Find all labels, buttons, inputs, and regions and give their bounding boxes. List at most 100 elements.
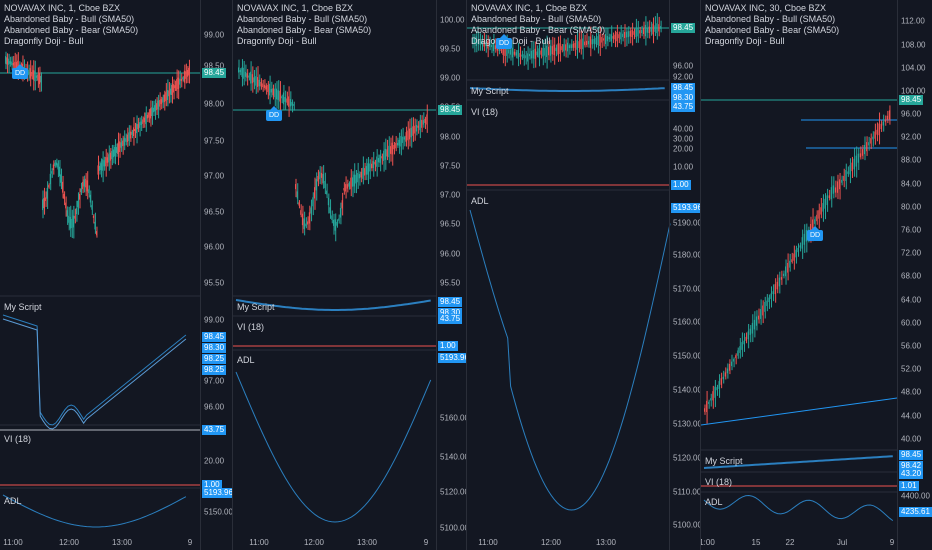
dragonfly-doji-marker[interactable]: DD xyxy=(266,106,283,121)
pane-divider[interactable] xyxy=(232,0,233,550)
pane-3-plot[interactable] xyxy=(467,0,700,550)
candle xyxy=(364,168,366,176)
price-tick: 68.00 xyxy=(901,271,922,281)
my-script-label[interactable]: My Script xyxy=(471,86,509,96)
pane-divider[interactable] xyxy=(466,0,467,550)
candle xyxy=(334,219,336,231)
my-script-label[interactable]: My Script xyxy=(4,302,42,312)
adl-label[interactable]: ADL xyxy=(705,497,723,507)
my-script-tag: 98.30 xyxy=(202,343,227,353)
dragonfly-doji-marker[interactable]: DD xyxy=(496,34,513,49)
candle xyxy=(108,154,110,163)
study-dragonfly-doji-bull[interactable]: Dragonfly Doji - Bull xyxy=(471,36,551,46)
candle xyxy=(574,43,576,48)
candle xyxy=(177,77,179,90)
candle xyxy=(818,210,820,219)
price-tick: 40.00 xyxy=(901,434,922,444)
candle xyxy=(276,88,278,100)
dragonfly-doji-marker[interactable]: DD xyxy=(807,226,824,241)
chart-pane-1[interactable]: NOVAVAX INC, 1, Cboe BZX Abandoned Baby … xyxy=(0,0,232,550)
pane-3-price-axis[interactable]: 98.45 96.00 92.00 98.45 98.30 43.75 40.0… xyxy=(669,0,700,550)
study-abandoned-baby-bear[interactable]: Abandoned Baby - Bear (SMA50) xyxy=(237,25,372,35)
vi-label[interactable]: VI (18) xyxy=(4,434,32,444)
candle xyxy=(123,137,125,146)
candle xyxy=(620,32,622,40)
candle xyxy=(91,205,93,210)
symbol-title[interactable]: NOVAVAX INC, 30, Cboe BZX xyxy=(705,3,827,13)
chart-pane-2[interactable]: NOVAVAX INC, 1, Cboe BZX Abandoned Baby … xyxy=(233,0,466,550)
pane-2-plot[interactable] xyxy=(233,0,466,550)
my-script-tag: 98.45 xyxy=(202,332,227,342)
candle xyxy=(12,62,14,66)
candle xyxy=(307,221,309,225)
my-script-tag: 98.42 xyxy=(899,461,924,471)
candle xyxy=(403,137,406,140)
chart-pane-3[interactable]: NOVAVAX INC, 1, Cboe BZX Abandoned Baby … xyxy=(467,0,700,550)
pane-4-plot[interactable] xyxy=(701,0,932,550)
candle xyxy=(650,27,652,32)
vi-label[interactable]: VI (18) xyxy=(705,477,733,487)
vi-label[interactable]: VI (18) xyxy=(237,322,265,332)
symbol-title[interactable]: NOVAVAX INC, 1, Cboe BZX xyxy=(4,3,121,13)
candle xyxy=(103,160,105,167)
candle xyxy=(591,39,593,45)
candle xyxy=(568,45,571,49)
symbol-title[interactable]: NOVAVAX INC, 1, Cboe BZX xyxy=(237,3,354,13)
price-tick: 96.00 xyxy=(673,61,694,71)
pane-2-price-axis[interactable]: 100.00 99.50 99.00 98.50 98.00 97.50 97.… xyxy=(436,0,466,550)
pane-1-plot[interactable] xyxy=(0,0,232,550)
last-price-tag: 98.45 xyxy=(202,68,227,78)
study-abandoned-baby-bear[interactable]: Abandoned Baby - Bear (SMA50) xyxy=(4,25,139,35)
price-tick: 97.50 xyxy=(204,136,225,146)
time-label: 13:00 xyxy=(595,538,617,547)
study-abandoned-baby-bear[interactable]: Abandoned Baby - Bear (SMA50) xyxy=(471,25,606,35)
candle xyxy=(92,215,95,218)
study-dragonfly-doji-bull[interactable]: Dragonfly Doji - Bull xyxy=(4,36,84,46)
candle xyxy=(369,163,371,172)
study-dragonfly-doji-bull[interactable]: Dragonfly Doji - Bull xyxy=(237,36,317,46)
candle xyxy=(726,368,729,374)
symbol-title[interactable]: NOVAVAX INC, 1, Cboe BZX xyxy=(471,3,588,13)
candle xyxy=(37,74,39,81)
candle xyxy=(530,50,533,59)
candle xyxy=(109,152,112,161)
candle xyxy=(876,129,878,135)
adl-label[interactable]: ADL xyxy=(471,196,489,206)
candle xyxy=(171,85,173,95)
adl-label[interactable]: ADL xyxy=(237,355,255,365)
pane-1-price-axis[interactable]: 99.00 98.50 98.00 97.50 97.00 96.50 96.0… xyxy=(200,0,232,550)
study-abandoned-baby-bear[interactable]: Abandoned Baby - Bear (SMA50) xyxy=(705,25,840,35)
candle xyxy=(578,41,580,49)
candle xyxy=(483,40,485,47)
study-abandoned-baby-bull[interactable]: Abandoned Baby - Bull (SMA50) xyxy=(4,14,135,24)
candle xyxy=(824,198,826,209)
chart-pane-4[interactable]: NOVAVAX INC, 30, Cboe BZX Abandoned Baby… xyxy=(701,0,932,550)
adl-tick: 5100.00 xyxy=(440,523,466,533)
adl-tag: 5193.96 xyxy=(438,353,466,363)
candle xyxy=(398,139,400,146)
candle xyxy=(751,322,754,334)
pane-divider[interactable] xyxy=(700,0,701,550)
candle xyxy=(882,121,884,126)
adl-tick: 5140.00 xyxy=(440,452,466,462)
candle xyxy=(180,78,182,82)
study-dragonfly-doji-bull[interactable]: Dragonfly Doji - Bull xyxy=(705,36,785,46)
candle xyxy=(49,173,51,185)
study-abandoned-baby-bull[interactable]: Abandoned Baby - Bull (SMA50) xyxy=(471,14,602,24)
candle xyxy=(377,158,380,163)
candle xyxy=(52,164,54,171)
my-script-label[interactable]: My Script xyxy=(237,302,275,312)
study-abandoned-baby-bull[interactable]: Abandoned Baby - Bull (SMA50) xyxy=(237,14,368,24)
pane-4-price-axis[interactable]: 112.00 108.00 104.00 100.00 96.00 92.00 … xyxy=(897,0,932,550)
dragonfly-doji-marker[interactable]: DD xyxy=(12,64,29,79)
candle xyxy=(778,277,781,287)
candle xyxy=(863,145,866,155)
candle xyxy=(836,181,839,193)
candle xyxy=(282,92,285,105)
candle xyxy=(803,233,805,245)
candle xyxy=(381,156,383,159)
study-abandoned-baby-bull[interactable]: Abandoned Baby - Bull (SMA50) xyxy=(705,14,836,24)
vi-label[interactable]: VI (18) xyxy=(471,107,499,117)
my-script-label[interactable]: My Script xyxy=(705,456,743,466)
adl-label[interactable]: ADL xyxy=(4,496,22,506)
